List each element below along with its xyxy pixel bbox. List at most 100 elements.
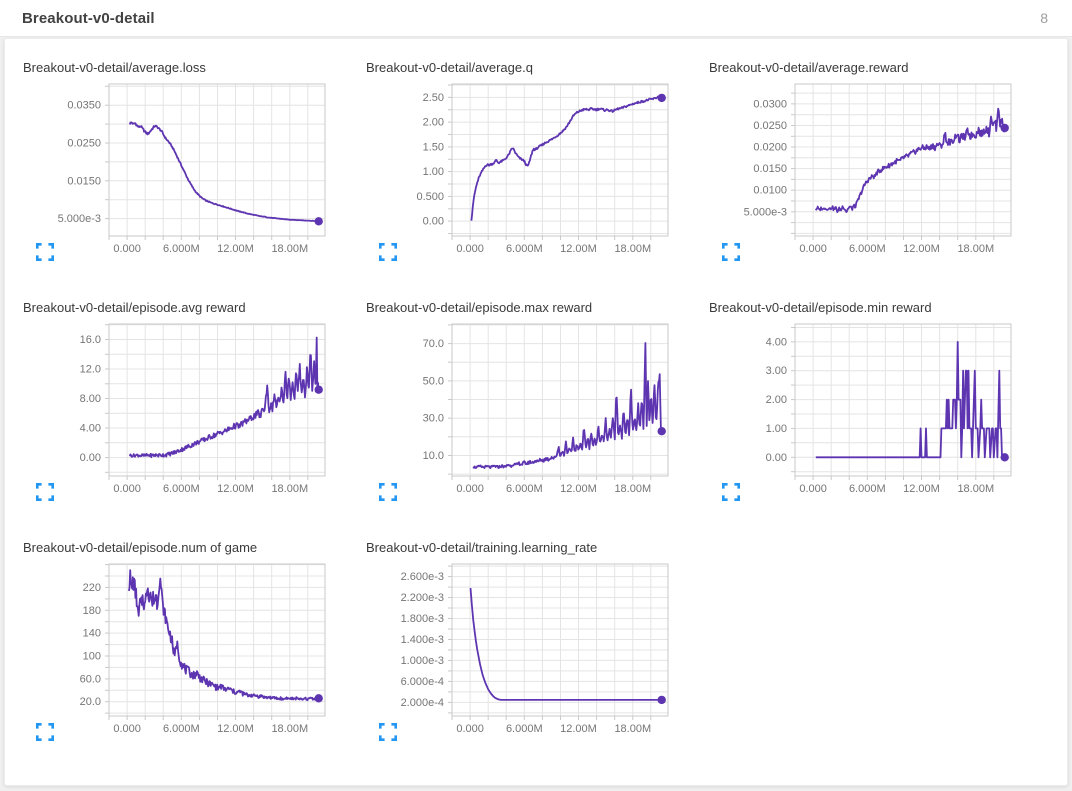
y-tick-label: 180 — [83, 605, 101, 617]
expand-chart-button[interactable] — [378, 482, 398, 502]
y-tick-label: 1.000e-3 — [401, 655, 444, 667]
y-tick-label: 2.50 — [423, 92, 444, 104]
y-tick-label: 1.50 — [423, 141, 444, 153]
category-header: Breakout-v0-detail 8 — [0, 0, 1072, 37]
series-endpoint-marker — [1000, 123, 1009, 133]
chart-card-episode-max-reward: Breakout-v0-detail/episode.max reward 10… — [366, 299, 709, 539]
expand-chart-button[interactable] — [35, 242, 55, 262]
x-tick-label: 0.000 — [799, 243, 827, 254]
fullscreen-icon — [379, 483, 397, 501]
x-tick-label: 0.000 — [113, 483, 141, 494]
series-endpoint-marker — [657, 93, 666, 103]
chart-card-training-learning-rate: Breakout-v0-detail/training.learning_rat… — [366, 539, 709, 779]
y-tick-label: 0.0300 — [753, 98, 787, 110]
chart-plot[interactable]: 0.00 1.00 2.00 3.00 4.00 0.000 6.000M 12.00M 18.… — [709, 320, 1039, 494]
x-tick-label: 0.000 — [113, 723, 141, 734]
x-tick-label: 0.000 — [799, 483, 827, 494]
x-tick-label: 0.000 — [456, 483, 484, 494]
series-line — [815, 341, 1005, 459]
fullscreen-icon — [36, 243, 54, 261]
chart-plot[interactable]: 10.0 30.0 50.0 70.0 0.000 6.000M 12.00M 18.00M — [366, 320, 696, 494]
y-tick-label: 10.0 — [423, 450, 444, 462]
chart-plot[interactable]: 2.000e-4 6.000e-4 1.000e-3 1.400e-3 1.800e-3… — [366, 560, 696, 734]
chart-title: Breakout-v0-detail/episode.max reward — [366, 300, 593, 315]
x-tick-label: 6.000M — [506, 723, 543, 734]
expand-chart-button[interactable] — [35, 482, 55, 502]
series-endpoint-marker — [314, 217, 323, 226]
x-tick-label: 18.00M — [614, 723, 651, 734]
expand-chart-button[interactable] — [35, 722, 55, 742]
x-tick-label: 6.000M — [163, 483, 200, 494]
expand-chart-button[interactable] — [378, 722, 398, 742]
series-endpoint-marker — [314, 694, 323, 703]
series-line — [814, 107, 1006, 213]
chart-title: Breakout-v0-detail/episode.num of game — [23, 540, 258, 555]
series-line — [128, 336, 320, 459]
y-tick-label: 70.0 — [423, 338, 444, 350]
x-tick-label: 0.000 — [113, 243, 141, 254]
x-tick-label: 6.000M — [849, 243, 886, 254]
y-tick-label: 1.800e-3 — [401, 613, 444, 625]
chart-card-episode-num-of-game: Breakout-v0-detail/episode.num of game 2… — [23, 539, 366, 779]
chart-count-badge: 8 — [1040, 10, 1048, 26]
chart-title: Breakout-v0-detail/episode.min reward — [709, 300, 932, 315]
x-tick-label: 18.00M — [271, 483, 308, 494]
chart-plot[interactable]: 0.00 4.00 8.00 12.0 16.0 0.000 6.000M 12.00M 18.… — [23, 320, 353, 494]
expand-chart-button[interactable] — [721, 482, 741, 502]
y-tick-label: 6.000e-4 — [401, 676, 444, 688]
x-tick-label: 6.000M — [163, 243, 200, 254]
x-tick-label: 12.00M — [217, 723, 254, 734]
y-tick-label: 5.000e-3 — [58, 213, 101, 225]
chart-title: Breakout-v0-detail/average.loss — [23, 60, 206, 75]
fullscreen-icon — [722, 483, 740, 501]
series-endpoint-marker — [657, 695, 666, 705]
y-tick-label: 0.0150 — [753, 163, 787, 175]
y-tick-label: 50.0 — [423, 375, 444, 387]
fullscreen-icon — [722, 243, 740, 261]
category-title[interactable]: Breakout-v0-detail — [22, 9, 155, 27]
expand-chart-button[interactable] — [721, 242, 741, 262]
y-tick-label: 3.00 — [766, 365, 787, 377]
series-line — [470, 95, 663, 221]
x-tick-label: 18.00M — [271, 243, 308, 254]
series-endpoint-marker — [1000, 453, 1009, 462]
chart-card-episode-avg-reward: Breakout-v0-detail/episode.avg reward 0.… — [23, 299, 366, 539]
y-tick-label: 60.0 — [80, 673, 101, 685]
y-tick-label: 0.0200 — [753, 142, 787, 154]
x-tick-label: 18.00M — [614, 243, 651, 254]
y-tick-label: 1.00 — [766, 423, 787, 435]
y-tick-label: 12.0 — [80, 364, 101, 376]
x-tick-label: 6.000M — [506, 243, 543, 254]
chart-card-average-q: Breakout-v0-detail/average.q 0.00 0.500 1.… — [366, 59, 709, 299]
expand-chart-button[interactable] — [378, 242, 398, 262]
series-line — [128, 121, 319, 223]
y-tick-label: 30.0 — [423, 413, 444, 425]
y-tick-label: 0.0150 — [67, 175, 101, 187]
chart-plot[interactable]: 5.000e-3 0.0100 0.0150 0.0200 0.0250 0.0300 0.… — [709, 80, 1039, 254]
chart-title: Breakout-v0-detail/average.reward — [709, 60, 909, 75]
x-tick-label: 18.00M — [271, 723, 308, 734]
y-tick-label: 8.00 — [80, 393, 101, 405]
chart-title: Breakout-v0-detail/average.q — [366, 60, 533, 75]
chart-card-episode-min-reward: Breakout-v0-detail/episode.min reward 0.… — [709, 299, 1052, 539]
series-line — [469, 588, 662, 701]
y-tick-label: 0.00 — [80, 452, 101, 464]
fullscreen-icon — [379, 243, 397, 261]
chart-title: Breakout-v0-detail/episode.avg reward — [23, 300, 246, 315]
x-tick-label: 12.00M — [217, 483, 254, 494]
x-tick-label: 12.00M — [560, 483, 597, 494]
y-tick-label: 140 — [83, 628, 101, 640]
y-tick-label: 0.500 — [416, 191, 444, 203]
chart-plot[interactable]: 20.0 60.0 100 140 180 220 0.000 6.000M 12.00M 18.… — [23, 560, 353, 734]
series-line — [472, 342, 663, 469]
y-tick-label: 20.0 — [80, 696, 101, 708]
y-tick-label: 2.000e-4 — [401, 697, 444, 709]
y-tick-label: 2.200e-3 — [401, 592, 444, 604]
chart-plot[interactable]: 0.00 0.500 1.00 1.50 2.00 2.50 0.000 6.000M 12.0… — [366, 80, 696, 254]
y-tick-label: 0.0100 — [753, 185, 787, 197]
fullscreen-icon — [36, 483, 54, 501]
chart-plot[interactable]: 5.000e-3 0.0150 0.0250 0.0350 0.000 6.000M 12.… — [23, 80, 353, 254]
chart-card-average-loss: Breakout-v0-detail/average.loss 5.000e-3… — [23, 59, 366, 299]
y-tick-label: 2.600e-3 — [401, 571, 444, 583]
x-tick-label: 18.00M — [614, 483, 651, 494]
